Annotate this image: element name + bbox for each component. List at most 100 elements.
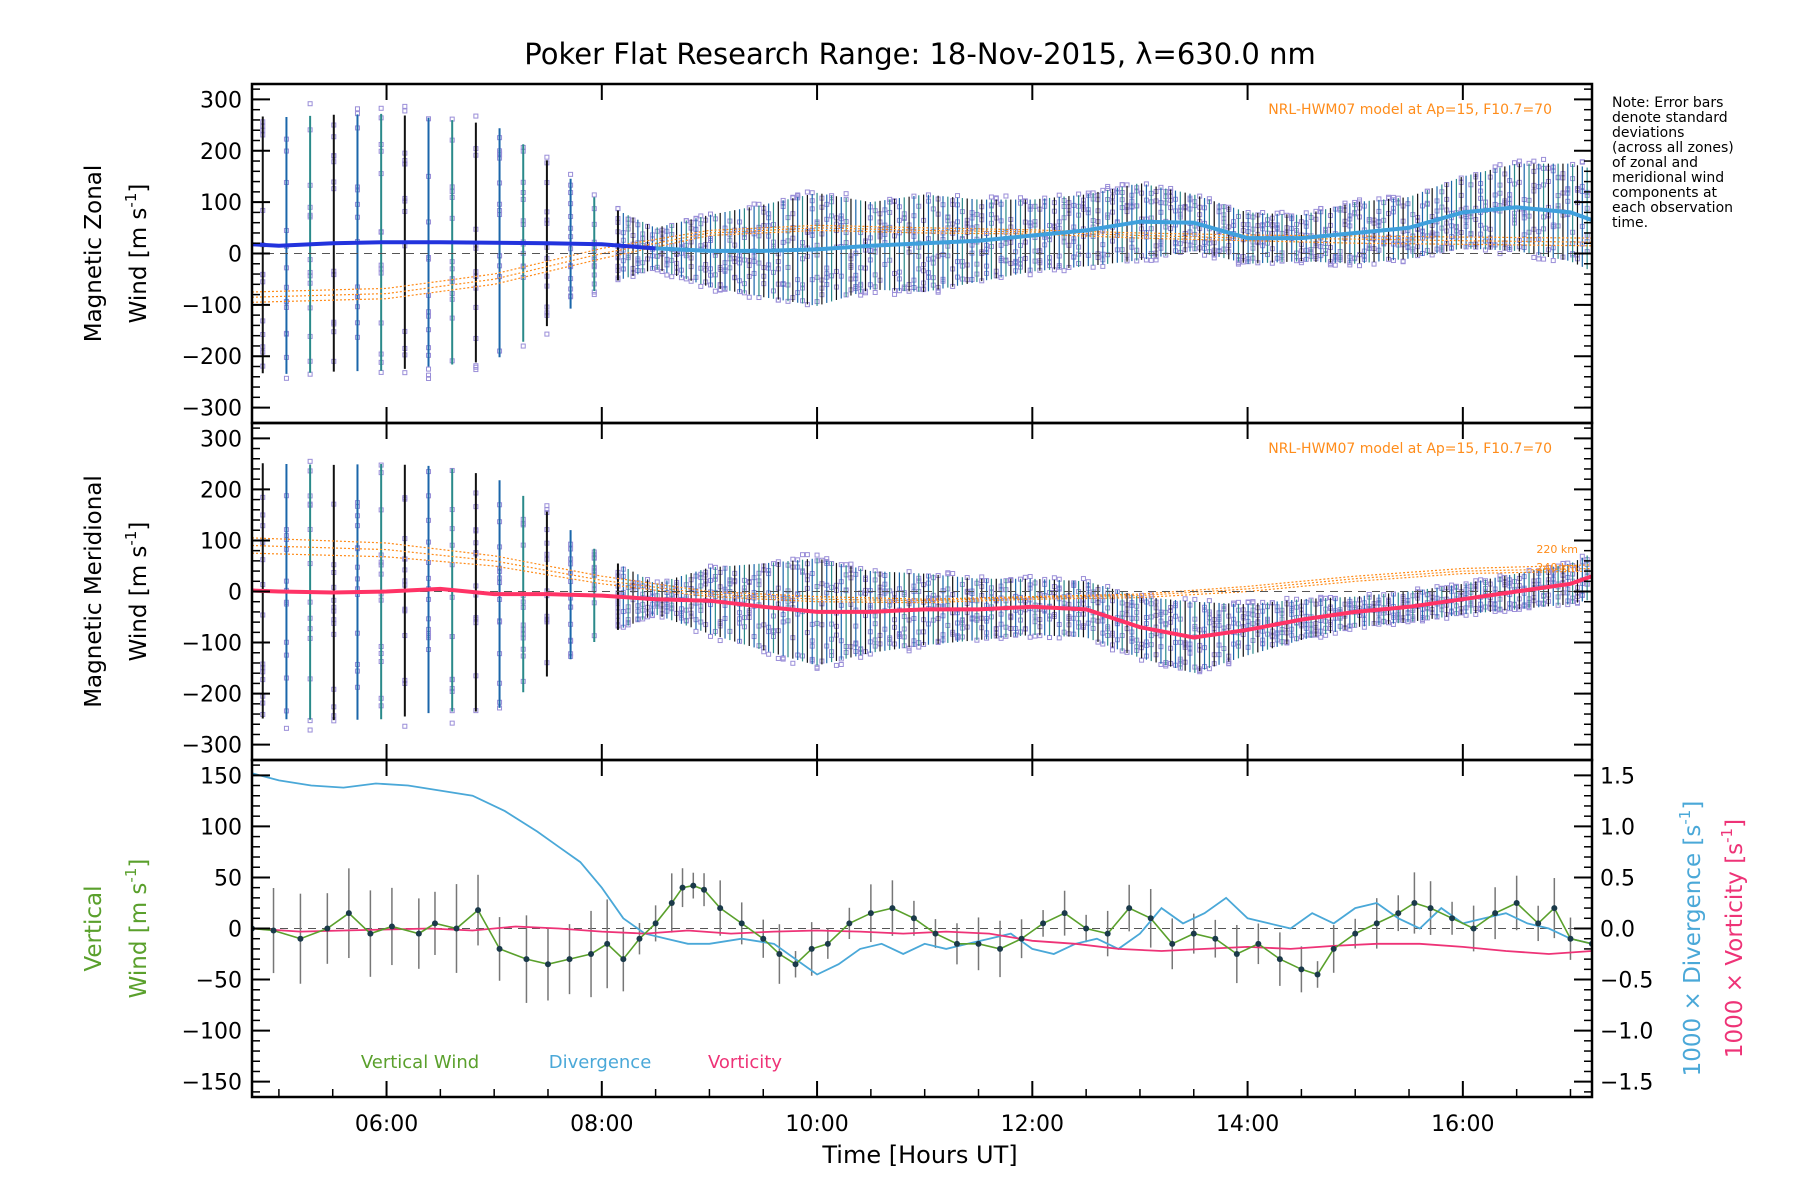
scatter-point <box>1541 156 1547 162</box>
vertical-wind-point <box>652 920 659 927</box>
vertical-wind-point <box>1040 920 1047 927</box>
scatter-point <box>814 664 820 670</box>
x-tick-label: 10:00 <box>785 1112 848 1137</box>
vertical-wind-point <box>604 940 611 947</box>
vertical-wind-point <box>776 951 783 958</box>
vertical-wind-point <box>1255 940 1262 947</box>
y-tick-label: −100 <box>182 632 242 657</box>
scatter-point <box>1153 257 1159 263</box>
vertical-wind-point <box>1104 930 1111 937</box>
scatter-point <box>520 343 526 349</box>
legend-item: Vertical Wind <box>361 1052 479 1073</box>
vertical-wind-point <box>1411 899 1418 906</box>
vertical-wind-point <box>932 930 939 937</box>
vertical-wind-point <box>846 920 853 927</box>
scatter-point <box>1357 263 1363 269</box>
scatter-point <box>1061 268 1067 274</box>
vertical-wind-point <box>1212 935 1219 942</box>
vertical-wind-point <box>1147 915 1154 922</box>
scatter-point <box>824 556 830 562</box>
time-axis: 06:00 08:00 10:00 12:00 14:00 16:00 <box>355 1112 1495 1137</box>
vertical-wind-point <box>544 961 551 968</box>
scatter-point <box>354 106 360 112</box>
scatter-point <box>283 725 289 731</box>
vertical-wind-point <box>679 884 686 891</box>
vertical-wind-point <box>953 940 960 947</box>
scatter-point <box>814 665 820 671</box>
vertical-wind-points <box>252 882 1592 978</box>
vertical-wind-point <box>431 920 438 927</box>
scatter-point <box>1139 657 1145 663</box>
model-curve <box>252 229 1592 303</box>
y2-axis-label-divergence: 1000 × Divergence [s-1] <box>1676 801 1706 1077</box>
vertical-wind-point <box>1061 910 1068 917</box>
scatter-point <box>751 201 757 207</box>
y-tick-label: −200 <box>182 683 242 708</box>
scatter-point <box>307 727 313 733</box>
vertical-wind-point <box>867 910 874 917</box>
y-tick-label: −300 <box>182 397 242 422</box>
scatter-point <box>378 105 384 111</box>
x-tick-label: 06:00 <box>355 1112 418 1137</box>
chart-title: Poker Flat Research Range: 18-Nov-2015, … <box>524 37 1315 71</box>
scatter-point <box>858 654 864 660</box>
scatter-point <box>1206 598 1212 604</box>
vertical-wind-point <box>1314 971 1321 978</box>
note-line: Note: Error bars <box>1612 95 1723 111</box>
scatter-point <box>473 113 479 119</box>
y-tick-label: −100 <box>182 1020 242 1045</box>
y-tick-label: 200 <box>200 478 242 503</box>
y-tick-label: 0 <box>228 243 242 268</box>
scatter-point <box>1531 158 1537 164</box>
model-label: NRL-HWM07 model at Ap=15, F10.7=70 <box>1268 441 1552 457</box>
scatter-point <box>544 331 550 337</box>
scatter-point <box>1284 595 1290 601</box>
scatter-point <box>833 662 839 668</box>
note-line: deviations <box>1612 125 1684 141</box>
note-text: Note: Error bars denote standard deviation… <box>1612 95 1734 231</box>
scatter-point <box>449 720 455 726</box>
scatter-point <box>1342 200 1348 206</box>
scatter-point <box>1080 576 1086 582</box>
x-tick-label: 12:00 <box>1001 1112 1064 1137</box>
scatter-point <box>544 154 550 160</box>
scatter-point <box>426 375 432 381</box>
scatter-point <box>838 661 844 667</box>
vorticity-line <box>252 925 1592 955</box>
scatter-point <box>1531 254 1537 260</box>
vertical-wind-point <box>824 940 831 947</box>
vertical-wind-point <box>1395 910 1402 917</box>
scatter-point <box>1119 182 1125 188</box>
scatter-point <box>426 366 432 372</box>
note-line: components at <box>1612 185 1718 201</box>
scatter-point <box>717 638 723 644</box>
model-curve <box>252 537 1592 600</box>
scatter-point <box>402 370 408 376</box>
vertical-wind-point <box>997 945 1004 952</box>
scatter-point <box>858 292 864 298</box>
scatter-point <box>1192 596 1198 602</box>
scatter-point <box>708 633 714 639</box>
scatter-point <box>1022 574 1028 580</box>
scatter-point <box>568 171 574 177</box>
y-axis-label-line1: Magnetic Zonal <box>81 165 107 343</box>
y2-tick-label: −1.5 <box>1600 1071 1653 1096</box>
y2-tick-label: 0.0 <box>1600 918 1635 943</box>
scatter-point <box>848 561 854 567</box>
scatter-point <box>775 655 781 661</box>
vertical-wind-point <box>1535 920 1542 927</box>
y-tick-label: 0 <box>228 918 242 943</box>
scatter-point <box>780 656 786 662</box>
scatter-point <box>892 291 898 297</box>
vertical-wind-point <box>889 905 896 912</box>
scatter-point <box>746 294 752 300</box>
scatter-point <box>1051 575 1057 581</box>
scatter-point <box>1027 634 1033 640</box>
y2-tick-label: −0.5 <box>1600 969 1653 994</box>
x-tick-label: 08:00 <box>570 1112 633 1137</box>
y-axis-label-line2: Wind [m s-1] <box>122 522 152 662</box>
scatter-point <box>698 283 704 289</box>
x-tick-label: 16:00 <box>1431 1112 1494 1137</box>
model-level-label: 240 km <box>1536 561 1578 574</box>
zonal-panel: NRL-HWM07 model at Ap=15, F10.7=70 300 200… <box>81 82 1594 425</box>
